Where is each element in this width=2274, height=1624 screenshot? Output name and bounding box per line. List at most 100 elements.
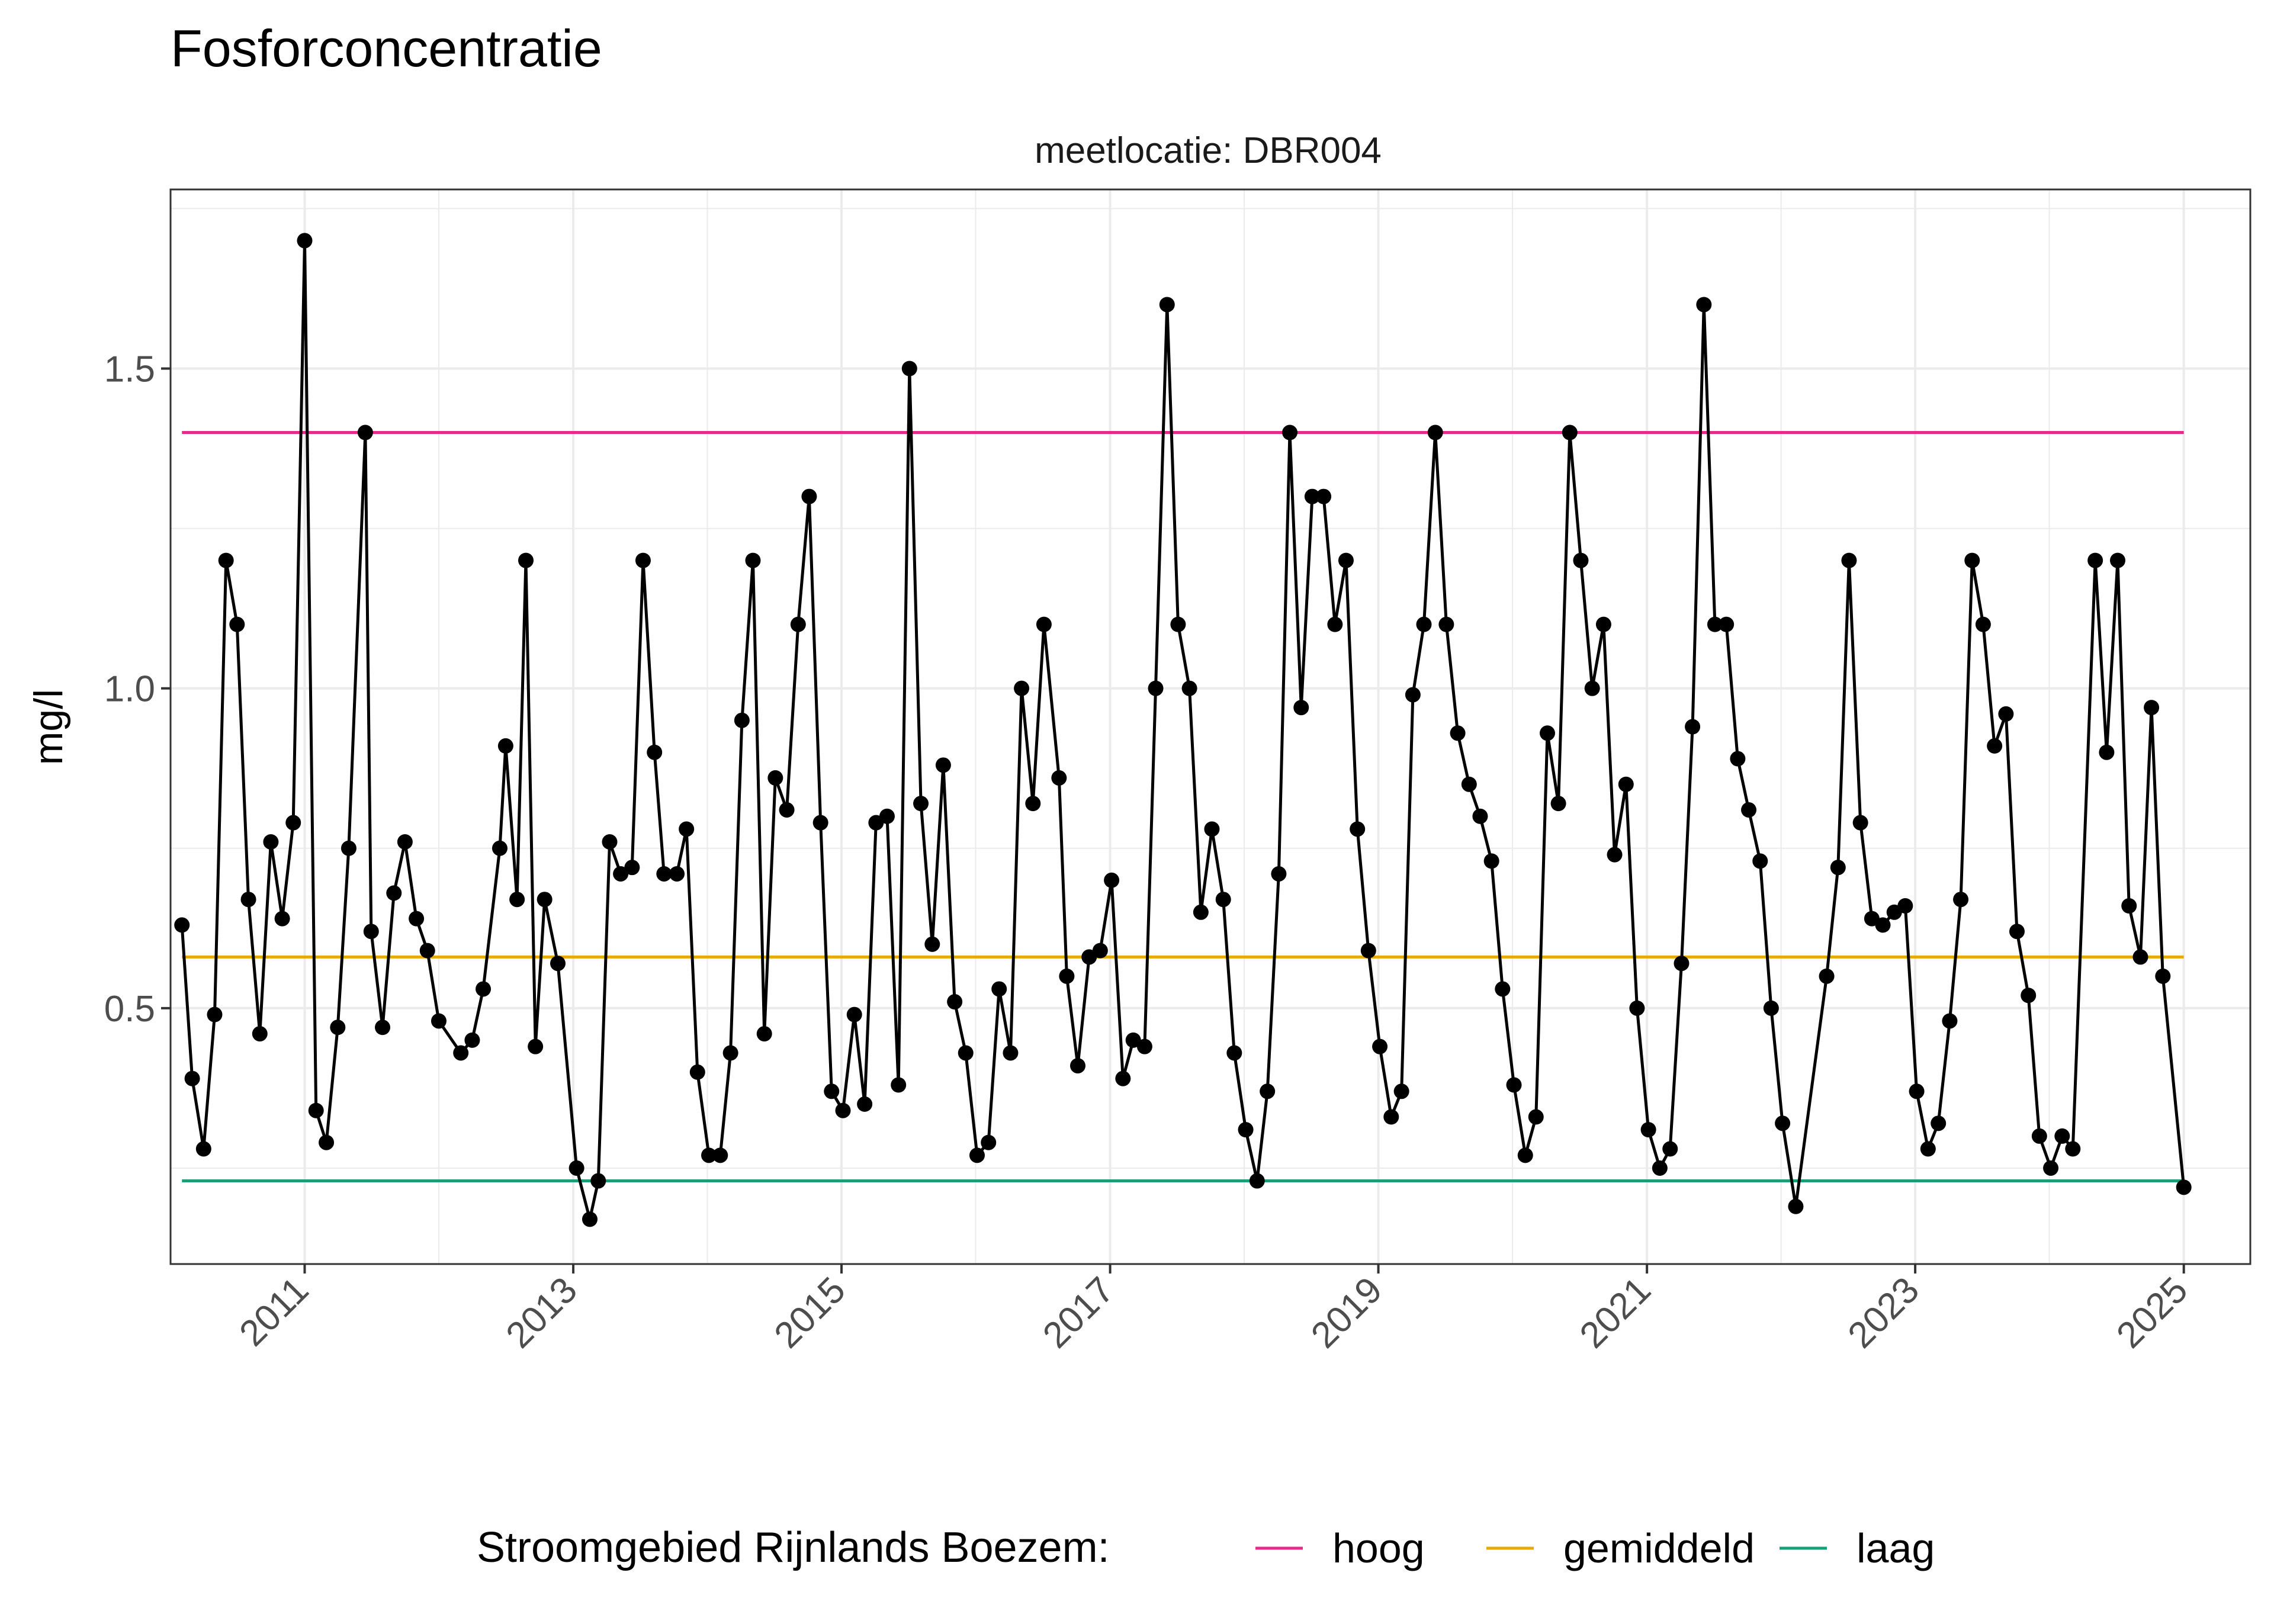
data-point [1674, 956, 1690, 972]
data-point [913, 796, 929, 812]
data-point [1282, 425, 1298, 440]
data-point [537, 892, 553, 908]
data-point [195, 1141, 211, 1157]
data-point [2065, 1141, 2081, 1157]
data-point [518, 552, 534, 568]
data-point [1931, 1115, 1947, 1131]
data-point [476, 981, 492, 997]
grid-layer [171, 189, 2250, 1264]
data-point [2009, 924, 2025, 940]
data-point [991, 981, 1007, 997]
data-point [582, 1211, 598, 1227]
data-point [891, 1077, 907, 1093]
data-point [1438, 616, 1454, 632]
data-point [1059, 968, 1075, 984]
data-point [756, 1026, 772, 1042]
data-point [550, 956, 566, 972]
legend-label-laag: laag [1857, 1525, 1935, 1571]
data-point [1875, 917, 1891, 933]
data-point [1238, 1122, 1254, 1138]
data-point [497, 738, 513, 754]
data-point [386, 885, 402, 901]
data-point [1573, 552, 1589, 568]
data-point [2110, 552, 2126, 568]
data-point [801, 488, 817, 504]
data-point [1707, 616, 1723, 632]
y-tick-label: 1.5 [104, 349, 155, 390]
data-point [285, 815, 301, 831]
data-point [207, 1006, 223, 1022]
data-point [1640, 1122, 1656, 1138]
data-point [1953, 892, 1969, 908]
y-axis-label: mg/l [26, 689, 71, 765]
data-point [330, 1020, 346, 1035]
data-point [1036, 616, 1052, 632]
data-point [263, 834, 279, 850]
data-point [509, 892, 525, 908]
data-point [981, 1134, 997, 1150]
data-point [1204, 821, 1220, 837]
data-point [1181, 680, 1197, 696]
data-point [1372, 1038, 1388, 1054]
data-point [1719, 616, 1735, 632]
data-point [375, 1020, 391, 1035]
data-point [1998, 706, 2014, 722]
data-point [1685, 719, 1701, 735]
legend: Stroomgebied Rijnlands Boezem: hoog gemid… [477, 1524, 1935, 1571]
data-point [1193, 904, 1209, 920]
data-point [1316, 488, 1332, 504]
data-point [1662, 1141, 1678, 1157]
data-point [1260, 1083, 1276, 1099]
data-point [689, 1064, 705, 1080]
data-point [1788, 1198, 1804, 1214]
data-point [734, 712, 750, 728]
data-point [2031, 1128, 2047, 1144]
data-point [2121, 898, 2137, 914]
data-point [1360, 943, 1376, 959]
data-point [229, 616, 245, 632]
data-point [1170, 616, 1186, 632]
data-point [419, 943, 435, 959]
data-point [274, 911, 290, 927]
data-point [2155, 968, 2171, 984]
data-point [1159, 297, 1175, 313]
data-point [722, 1045, 738, 1061]
data-point [1495, 981, 1511, 997]
data-point [712, 1147, 728, 1163]
data-point [409, 911, 425, 927]
data-point [1539, 725, 1555, 741]
data-point [824, 1083, 840, 1099]
data-point [969, 1147, 985, 1163]
data-point [453, 1045, 469, 1061]
data-point [2087, 552, 2103, 568]
data-point [1897, 898, 1913, 914]
data-point [1136, 1038, 1152, 1054]
data-point [947, 994, 963, 1010]
data-point [2021, 988, 2037, 1004]
data-point [1830, 860, 1846, 876]
data-point [1304, 488, 1320, 504]
data-point [174, 917, 190, 933]
data-point [1293, 700, 1309, 716]
data-point [1506, 1077, 1522, 1093]
data-point [1819, 968, 1835, 984]
data-point [1405, 687, 1421, 703]
data-points [174, 233, 2192, 1227]
data-point [184, 1070, 200, 1086]
data-point [2054, 1128, 2070, 1144]
data-point [1383, 1109, 1399, 1125]
data-point [1528, 1109, 1544, 1125]
data-point [2132, 949, 2148, 965]
data-point [590, 1173, 606, 1189]
data-point [363, 924, 379, 940]
data-point [1942, 1013, 1958, 1029]
data-point [857, 1096, 873, 1112]
data-point [528, 1038, 544, 1054]
data-point [1350, 821, 1366, 837]
chart-title: Fosforconcentratie [171, 19, 602, 78]
data-point [1775, 1115, 1791, 1131]
data-point [745, 552, 761, 568]
data-point [624, 860, 640, 876]
data-point [879, 808, 895, 824]
